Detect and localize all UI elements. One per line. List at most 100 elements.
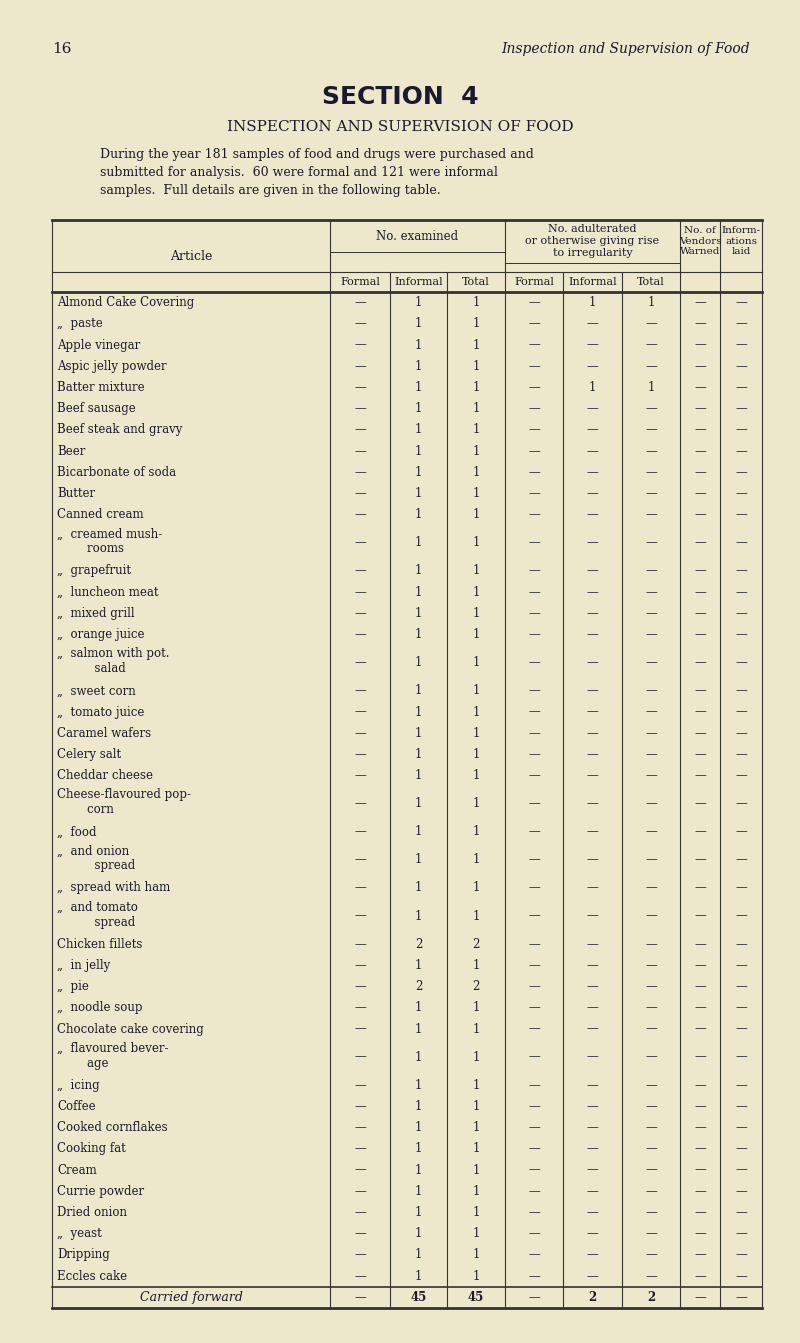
Text: —: — [528, 402, 540, 415]
Text: —: — [586, 360, 598, 373]
Text: samples.  Full details are given in the following table.: samples. Full details are given in the f… [100, 184, 441, 197]
Text: —: — [735, 980, 747, 992]
Text: —: — [735, 705, 747, 719]
Text: 1: 1 [472, 881, 480, 894]
Text: —: — [735, 629, 747, 641]
Text: 1: 1 [472, 564, 480, 577]
Text: —: — [735, 564, 747, 577]
Text: During the year 181 samples of food and drugs were purchased and: During the year 181 samples of food and … [100, 148, 534, 161]
Text: —: — [354, 881, 366, 894]
Text: —: — [354, 466, 366, 479]
Text: —: — [645, 770, 657, 782]
Text: 1: 1 [472, 536, 480, 549]
Text: 1: 1 [472, 1228, 480, 1240]
Text: 1: 1 [472, 1002, 480, 1014]
Text: —: — [645, 607, 657, 620]
Text: —: — [528, 727, 540, 740]
Text: —: — [586, 798, 598, 810]
Text: 1: 1 [415, 445, 422, 458]
Text: Dried onion: Dried onion [57, 1206, 127, 1219]
Text: —: — [528, 445, 540, 458]
Text: —: — [735, 959, 747, 972]
Text: —: — [694, 629, 706, 641]
Text: —: — [735, 1002, 747, 1014]
Text: 1: 1 [415, 423, 422, 436]
Text: —: — [528, 1228, 540, 1240]
Text: —: — [528, 798, 540, 810]
Text: —: — [645, 402, 657, 415]
Text: —: — [354, 1291, 366, 1304]
Text: —: — [354, 937, 366, 951]
Text: 1: 1 [415, 853, 422, 866]
Text: —: — [354, 959, 366, 972]
Text: —: — [735, 1269, 747, 1283]
Text: —: — [694, 881, 706, 894]
Text: —: — [586, 629, 598, 641]
Text: —: — [694, 445, 706, 458]
Text: —: — [528, 295, 540, 309]
Text: —: — [528, 959, 540, 972]
Text: 1: 1 [415, 959, 422, 972]
Text: —: — [528, 1185, 540, 1198]
Text: —: — [528, 317, 540, 330]
Text: —: — [694, 657, 706, 669]
Text: „  pie: „ pie [57, 980, 89, 992]
Text: —: — [645, 564, 657, 577]
Text: —: — [694, 798, 706, 810]
Text: —: — [354, 423, 366, 436]
Text: —: — [735, 338, 747, 352]
Text: —: — [354, 798, 366, 810]
Text: Canned cream: Canned cream [57, 508, 144, 521]
Text: 1: 1 [472, 909, 480, 923]
Text: —: — [354, 770, 366, 782]
Text: 1: 1 [415, 360, 422, 373]
Text: —: — [586, 937, 598, 951]
Text: 1: 1 [472, 1269, 480, 1283]
Text: —: — [694, 586, 706, 599]
Text: 1: 1 [415, 629, 422, 641]
Text: „  noodle soup: „ noodle soup [57, 1002, 142, 1014]
Text: —: — [528, 1022, 540, 1035]
Text: —: — [694, 564, 706, 577]
Text: —: — [528, 1143, 540, 1155]
Text: 1: 1 [415, 705, 422, 719]
Text: —: — [735, 508, 747, 521]
Text: —: — [586, 466, 598, 479]
Text: —: — [735, 445, 747, 458]
Text: 2: 2 [472, 980, 480, 992]
Text: —: — [354, 1163, 366, 1176]
Text: —: — [528, 586, 540, 599]
Text: 1: 1 [415, 508, 422, 521]
Text: —: — [354, 1269, 366, 1283]
Text: —: — [354, 1100, 366, 1113]
Text: —: — [586, 536, 598, 549]
Text: —: — [645, 1121, 657, 1133]
Text: Currie powder: Currie powder [57, 1185, 144, 1198]
Text: —: — [354, 1121, 366, 1133]
Text: —: — [694, 1269, 706, 1283]
Text: —: — [528, 937, 540, 951]
Text: —: — [354, 826, 366, 838]
Text: —: — [735, 381, 747, 393]
Text: —: — [354, 705, 366, 719]
Text: 1: 1 [472, 1050, 480, 1064]
Text: —: — [735, 657, 747, 669]
Text: —: — [528, 607, 540, 620]
Text: —: — [528, 423, 540, 436]
Text: —: — [735, 727, 747, 740]
Text: 1: 1 [472, 748, 480, 761]
Text: —: — [354, 402, 366, 415]
Text: —: — [645, 1002, 657, 1014]
Text: 1: 1 [415, 536, 422, 549]
Text: —: — [528, 1206, 540, 1219]
Text: —: — [735, 536, 747, 549]
Text: 16: 16 [52, 42, 71, 56]
Text: Total: Total [637, 277, 665, 287]
Text: —: — [645, 937, 657, 951]
Text: Inspection and Supervision of Food: Inspection and Supervision of Food [502, 42, 750, 56]
Text: Celery salt: Celery salt [57, 748, 121, 761]
Text: —: — [586, 423, 598, 436]
Text: 1: 1 [415, 685, 422, 697]
Text: 1: 1 [589, 295, 596, 309]
Text: —: — [586, 1269, 598, 1283]
